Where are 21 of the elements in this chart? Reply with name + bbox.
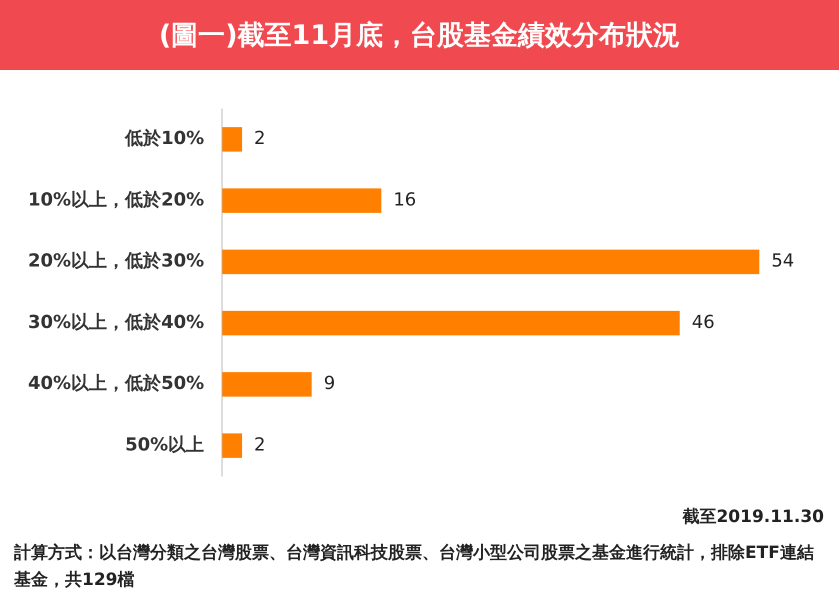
y-tick-label: 40%以上，低於50% bbox=[28, 373, 204, 394]
y-tick-label: 20%以上，低於30% bbox=[28, 250, 204, 272]
bar bbox=[222, 310, 680, 336]
bar bbox=[222, 127, 242, 152]
y-tick-label: 低於10% bbox=[124, 128, 204, 150]
y-tick-label: 10%以上，低於20% bbox=[28, 189, 204, 210]
data-label: 54 bbox=[771, 250, 794, 272]
text: 截至2019.11.30 bbox=[681, 506, 824, 528]
bar bbox=[222, 250, 760, 274]
bar bbox=[222, 188, 382, 213]
bar bbox=[222, 433, 242, 458]
y-tick-label: 50%以上 bbox=[125, 434, 204, 456]
data-label: 46 bbox=[692, 312, 715, 333]
data-label: 16 bbox=[393, 189, 416, 210]
data-label: 2 bbox=[254, 128, 266, 150]
text: 計算方式：以台灣分類之台灣股票、台灣資訊科技股票、台灣小型公司股票之基金進行統計，排除ETF連結基金，共129檔 bbox=[14, 542, 814, 592]
chart-title: (圖一)截至11月底，台股基金績效分布狀況 bbox=[0, 0, 839, 70]
bar bbox=[222, 372, 312, 397]
data-label: 9 bbox=[324, 373, 336, 394]
data-label: 2 bbox=[254, 434, 266, 456]
y-tick-label: 30%以上，低於40% bbox=[28, 312, 204, 333]
